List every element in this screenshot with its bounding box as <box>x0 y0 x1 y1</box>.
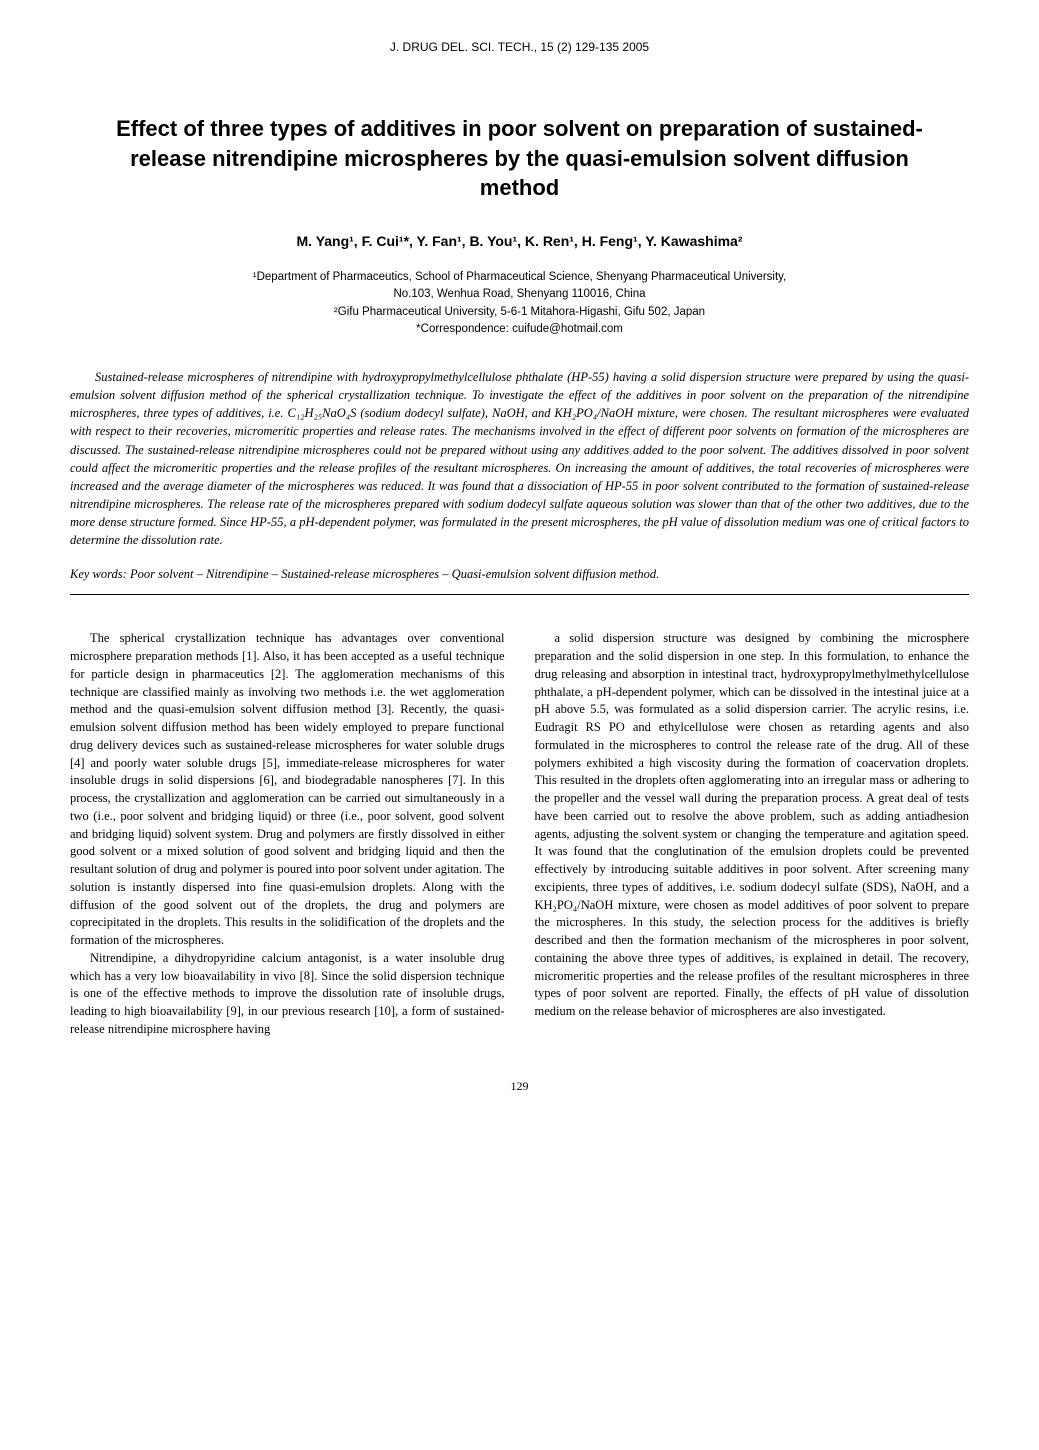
section-divider <box>70 594 969 595</box>
right-column: a solid dispersion structure was designe… <box>535 630 970 1038</box>
intro-paragraph-2: Nitrendipine, a dihydropyridine calcium … <box>70 950 505 1039</box>
abstract-text: Sustained-release microspheres of nitren… <box>70 368 969 549</box>
left-column: The spherical crystallization technique … <box>70 630 505 1038</box>
keywords-values: Poor solvent – Nitrendipine – Sustained-… <box>130 567 659 581</box>
intro-paragraph-1: The spherical crystallization technique … <box>70 630 505 950</box>
intro-paragraph-3: a solid dispersion structure was designe… <box>535 630 970 1021</box>
page-number: 129 <box>70 1079 969 1094</box>
keywords-line: Key words: Poor solvent – Nitrendipine –… <box>70 567 969 582</box>
author-list: M. Yang¹, F. Cui¹*, Y. Fan¹, B. You¹, K.… <box>70 233 969 249</box>
journal-citation: J. DRUG DEL. SCI. TECH., 15 (2) 129-135 … <box>70 40 969 54</box>
body-columns: The spherical crystallization technique … <box>70 630 969 1038</box>
paper-title: Effect of three types of additives in po… <box>70 114 969 203</box>
affiliations-block: ¹Department of Pharmaceutics, School of … <box>70 269 969 338</box>
keywords-label: Key words: <box>70 567 127 581</box>
